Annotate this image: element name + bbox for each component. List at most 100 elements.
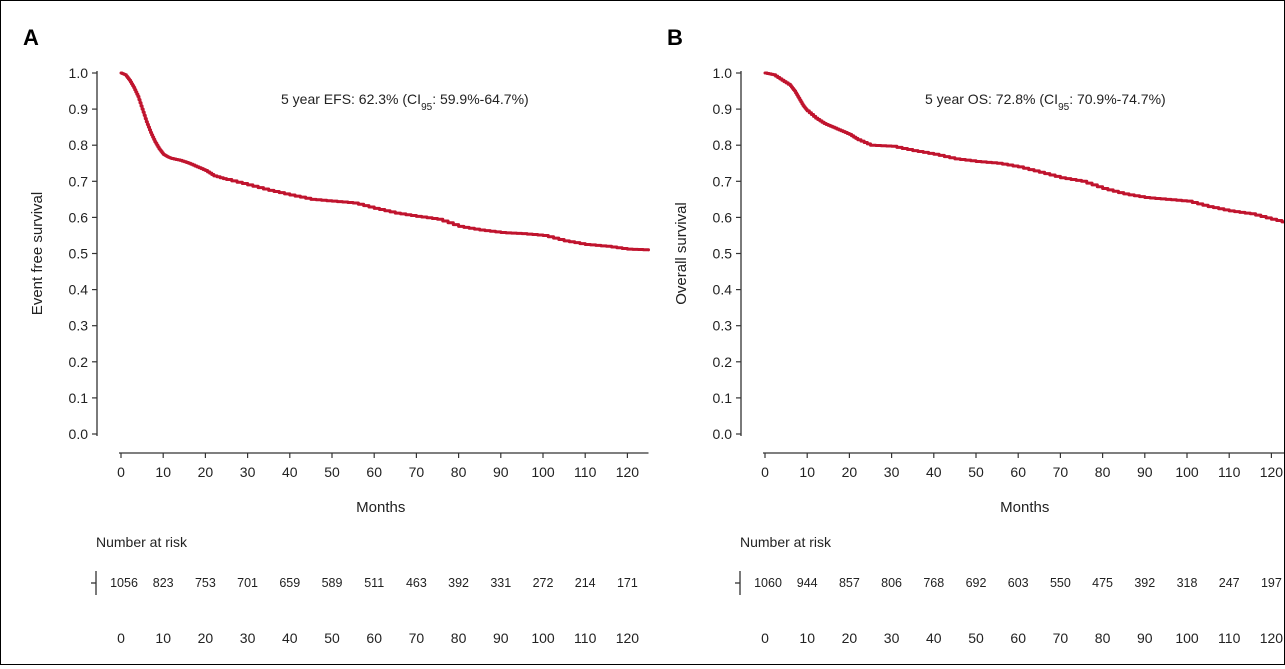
risk-month-label: 60	[1010, 630, 1026, 646]
risk-number: 511	[364, 576, 384, 590]
y-tick-label: 0.1	[69, 390, 89, 406]
x-tick-label: 80	[451, 464, 467, 480]
risk-number: 768	[923, 576, 944, 590]
risk-month-label: 30	[884, 630, 900, 646]
survival-annotation: 5 year EFS: 62.3% (CI95: 59.9%-64.7%)	[281, 91, 529, 113]
y-tick-label: 0.6	[69, 209, 89, 225]
survival-curve-1	[763, 71, 1285, 224]
panel-b: B 0.0 0.1 0.2 0.3 0.4 0.5 0.6 0.7 0.8 0.9 1.0 0 10 20 3…	[667, 25, 1285, 646]
risk-number: 659	[279, 576, 300, 590]
risk-number: 823	[153, 576, 174, 590]
risk-month-label: 40	[282, 630, 298, 646]
y-tick-label: 1.0	[713, 65, 733, 81]
risk-month-label: 100	[1175, 630, 1199, 646]
survival-annotation: 5 year OS: 72.8% (CI95: 70.9%-74.7%)	[925, 91, 1166, 113]
y-tick-label: 0.2	[713, 354, 733, 370]
y-tick-label: 0.7	[713, 173, 733, 189]
x-tick-label: 10	[155, 464, 171, 480]
risk-number: 392	[448, 576, 469, 590]
risk-month-label: 70	[409, 630, 425, 646]
risk-number: 806	[881, 576, 902, 590]
risk-number: 692	[966, 576, 987, 590]
x-tick-label: 70	[1053, 464, 1069, 480]
risk-month-label: 70	[1053, 630, 1069, 646]
y-tick-label: 0.2	[69, 354, 89, 370]
x-tick-label: 0	[117, 464, 125, 480]
annotation-text: : 70.9%-74.7%)	[1069, 91, 1166, 107]
risk-number: 857	[839, 576, 860, 590]
x-tick-label: 40	[282, 464, 298, 480]
x-tick-label: 90	[493, 464, 509, 480]
risk-month-label: 10	[155, 630, 171, 646]
x-tick-label: 20	[198, 464, 214, 480]
risk-number: 392	[1134, 576, 1155, 590]
x-tick-label: 110	[1218, 464, 1241, 480]
y-tick-label: 0.3	[69, 318, 89, 334]
risk-number: 603	[1008, 576, 1029, 590]
risk-number: 463	[406, 576, 427, 590]
x-tick-label: 80	[1095, 464, 1111, 480]
y-tick-label: 0.6	[713, 209, 733, 225]
panel-letter: B	[667, 25, 683, 50]
risk-month-label: 0	[117, 630, 125, 646]
x-tick-label: 20	[842, 464, 858, 480]
x-tick-label: 90	[1137, 464, 1153, 480]
panel-a: A 0.0 0.1 0.2 0.3 0.4 0.5 0.6 0.7 0.8 0.9 1.0 0 10 20 3…	[23, 25, 650, 646]
annotation-subscript: 95	[421, 102, 433, 113]
survival-curve-1	[119, 71, 650, 252]
risk-month-label: 0	[761, 630, 769, 646]
risk-number: 701	[237, 576, 258, 590]
x-tick-label: 50	[968, 464, 984, 480]
risk-table-title: Number at risk	[740, 534, 832, 550]
risk-number: 318	[1177, 576, 1198, 590]
risk-month-label: 50	[968, 630, 984, 646]
x-tick-label: 70	[409, 464, 425, 480]
y-tick-label: 0.0	[713, 426, 733, 442]
risk-number: 475	[1092, 576, 1113, 590]
risk-month-label: 80	[451, 630, 467, 646]
annotation-text: 5 year OS: 72.8% (CI	[925, 91, 1058, 107]
x-tick-label: 30	[240, 464, 256, 480]
panel-letter: A	[23, 25, 39, 50]
risk-month-label: 110	[1218, 630, 1241, 646]
y-tick-label: 0.4	[69, 282, 89, 298]
x-tick-label: 100	[1175, 464, 1199, 480]
risk-month-label: 120	[1260, 630, 1284, 646]
x-tick-label: 40	[926, 464, 942, 480]
risk-month-label: 60	[366, 630, 382, 646]
risk-number: 247	[1219, 576, 1240, 590]
y-tick-label: 0.9	[713, 101, 733, 117]
y-tick-label: 0.5	[713, 246, 733, 262]
risk-month-label: 40	[926, 630, 942, 646]
risk-month-label: 30	[240, 630, 256, 646]
risk-month-label: 100	[531, 630, 555, 646]
x-tick-label: 110	[574, 464, 597, 480]
risk-number: 1056	[110, 576, 138, 590]
risk-month-label: 90	[1137, 630, 1153, 646]
annotation-subscript: 95	[1058, 102, 1070, 113]
risk-number: 1060	[754, 576, 782, 590]
risk-month-label: 10	[799, 630, 815, 646]
risk-number: 197	[1261, 576, 1282, 590]
y-tick-label: 0.9	[69, 101, 89, 117]
x-tick-label: 60	[366, 464, 382, 480]
y-tick-label: 0.0	[69, 426, 89, 442]
y-tick-label: 0.3	[713, 318, 733, 334]
annotation-text: : 59.9%-64.7%)	[432, 91, 529, 107]
y-tick-label: 0.7	[69, 173, 89, 189]
risk-month-label: 90	[493, 630, 509, 646]
risk-month-label: 50	[324, 630, 340, 646]
x-tick-label: 50	[324, 464, 340, 480]
risk-number: 944	[797, 576, 818, 590]
risk-table-title: Number at risk	[96, 534, 188, 550]
risk-number: 589	[322, 576, 343, 590]
risk-month-label: 110	[574, 630, 597, 646]
risk-number: 753	[195, 576, 216, 590]
x-tick-label: 120	[616, 464, 640, 480]
x-axis-title: Months	[356, 499, 405, 516]
risk-month-label: 20	[842, 630, 858, 646]
x-tick-label: 60	[1010, 464, 1026, 480]
y-tick-label: 0.5	[69, 246, 89, 262]
